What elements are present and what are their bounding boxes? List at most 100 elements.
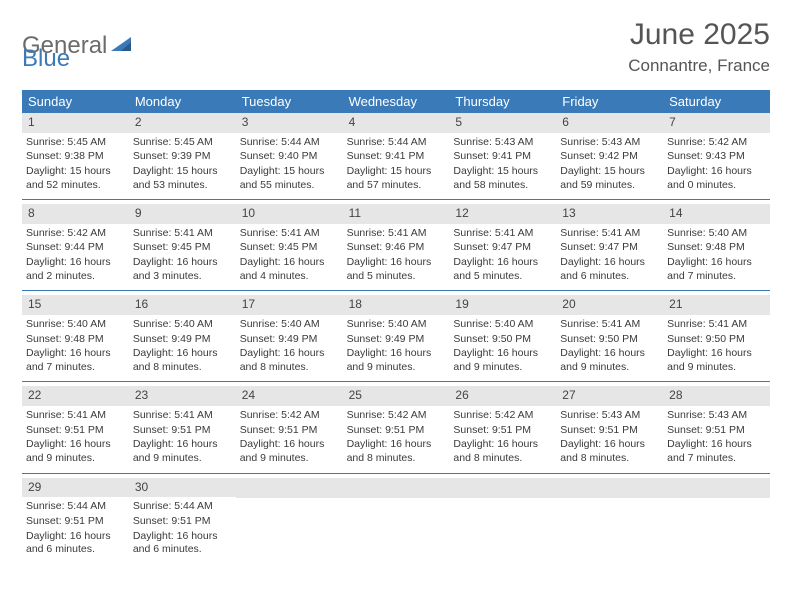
sunset-line: Sunset: 9:51 PM xyxy=(26,515,123,529)
sunrise-line: Sunrise: 5:41 AM xyxy=(240,227,337,241)
day-number xyxy=(236,478,343,498)
logo: General Blue xyxy=(22,18,133,60)
day-details: Sunrise: 5:44 AMSunset: 9:41 PMDaylight:… xyxy=(343,136,450,193)
calendar-day-cell: 2Sunrise: 5:45 AMSunset: 9:39 PMDaylight… xyxy=(129,113,236,199)
sunset-line: Sunset: 9:39 PM xyxy=(133,150,230,164)
day-number xyxy=(343,478,450,498)
calendar-day-cell: 8 Sunrise: 5:42 AMSunset: 9:44 PMDaylight… xyxy=(22,204,129,290)
daylight-line: Daylight: 16 hours and 9 minutes. xyxy=(133,438,230,465)
sunrise-line: Sunrise: 5:43 AM xyxy=(667,409,764,423)
sunset-line: Sunset: 9:48 PM xyxy=(26,333,123,347)
sunset-line: Sunset: 9:49 PM xyxy=(347,333,444,347)
calendar-day-cell: 12Sunrise: 5:41 AMSunset: 9:47 PMDayligh… xyxy=(449,204,556,290)
sunset-line: Sunset: 9:41 PM xyxy=(453,150,550,164)
day-number xyxy=(663,478,770,498)
daylight-line: Daylight: 16 hours and 6 minutes. xyxy=(26,530,123,557)
calendar-grid: Sunday Monday Tuesday Wednesday Thursday… xyxy=(22,90,770,564)
calendar-day-cell: 1Sunrise: 5:45 AMSunset: 9:38 PMDaylight… xyxy=(22,113,129,199)
calendar-day-cell: 7Sunrise: 5:42 AMSunset: 9:43 PMDaylight… xyxy=(663,113,770,199)
day-number: 24 xyxy=(236,386,343,406)
day-details: Sunrise: 5:41 AMSunset: 9:47 PMDaylight:… xyxy=(556,227,663,284)
sunset-line: Sunset: 9:51 PM xyxy=(240,424,337,438)
day-details: Sunrise: 5:45 AMSunset: 9:38 PMDaylight:… xyxy=(22,136,129,193)
day-number: 10 xyxy=(236,204,343,224)
day-details: Sunrise: 5:41 AMSunset: 9:50 PMDaylight:… xyxy=(556,318,663,375)
sunset-line: Sunset: 9:49 PM xyxy=(133,333,230,347)
sunrise-line: Sunrise: 5:41 AM xyxy=(133,227,230,241)
location-label: Connantre, France xyxy=(628,56,770,76)
sunrise-line: Sunrise: 5:41 AM xyxy=(133,409,230,423)
sunset-line: Sunset: 9:51 PM xyxy=(26,424,123,438)
day-number: 27 xyxy=(556,386,663,406)
daylight-line: Daylight: 15 hours and 55 minutes. xyxy=(240,165,337,192)
page-header: General Blue June 2025 Connantre, France xyxy=(22,18,770,76)
daylight-line: Daylight: 16 hours and 9 minutes. xyxy=(560,347,657,374)
day-number: 18 xyxy=(343,295,450,315)
day-number: 3 xyxy=(236,113,343,133)
daylight-line: Daylight: 16 hours and 9 minutes. xyxy=(26,438,123,465)
sunrise-line: Sunrise: 5:44 AM xyxy=(133,500,230,514)
day-number: 14 xyxy=(663,204,770,224)
sunset-line: Sunset: 9:47 PM xyxy=(560,241,657,255)
day-header-cell: Saturday xyxy=(663,90,770,113)
day-details: Sunrise: 5:40 AMSunset: 9:49 PMDaylight:… xyxy=(236,318,343,375)
day-details: Sunrise: 5:44 AMSunset: 9:51 PMDaylight:… xyxy=(22,500,129,557)
calendar-day-cell: 5Sunrise: 5:43 AMSunset: 9:41 PMDaylight… xyxy=(449,113,556,199)
day-details: Sunrise: 5:43 AMSunset: 9:51 PMDaylight:… xyxy=(556,409,663,466)
sunset-line: Sunset: 9:47 PM xyxy=(453,241,550,255)
sunrise-line: Sunrise: 5:40 AM xyxy=(26,318,123,332)
sunrise-line: Sunrise: 5:40 AM xyxy=(133,318,230,332)
day-number: 13 xyxy=(556,204,663,224)
sunset-line: Sunset: 9:51 PM xyxy=(133,424,230,438)
day-number: 21 xyxy=(663,295,770,315)
calendar-day-cell: 24Sunrise: 5:42 AMSunset: 9:51 PMDayligh… xyxy=(236,386,343,472)
day-header-cell: Tuesday xyxy=(236,90,343,113)
day-number xyxy=(449,478,556,498)
day-details: Sunrise: 5:40 AMSunset: 9:48 PMDaylight:… xyxy=(22,318,129,375)
sunrise-line: Sunrise: 5:40 AM xyxy=(667,227,764,241)
sunset-line: Sunset: 9:48 PM xyxy=(667,241,764,255)
day-number: 29 xyxy=(22,478,129,498)
daylight-line: Daylight: 16 hours and 6 minutes. xyxy=(133,530,230,557)
day-number: 25 xyxy=(343,386,450,406)
daylight-line: Daylight: 16 hours and 2 minutes. xyxy=(26,256,123,283)
calendar-week: 8 Sunrise: 5:42 AMSunset: 9:44 PMDaylight… xyxy=(22,204,770,291)
day-number: 8 xyxy=(22,204,129,224)
sunrise-line: Sunrise: 5:40 AM xyxy=(347,318,444,332)
day-details: Sunrise: 5:41 AMSunset: 9:51 PMDaylight:… xyxy=(22,409,129,466)
calendar-day-cell xyxy=(236,478,343,564)
calendar-day-cell: 25Sunrise: 5:42 AMSunset: 9:51 PMDayligh… xyxy=(343,386,450,472)
calendar-week: 29Sunrise: 5:44 AMSunset: 9:51 PMDayligh… xyxy=(22,478,770,564)
calendar-day-cell: 15Sunrise: 5:40 AMSunset: 9:48 PMDayligh… xyxy=(22,295,129,381)
day-header-cell: Friday xyxy=(556,90,663,113)
daylight-line: Daylight: 15 hours and 57 minutes. xyxy=(347,165,444,192)
day-details: Sunrise: 5:41 AMSunset: 9:46 PMDaylight:… xyxy=(343,227,450,284)
calendar-day-cell: 27 Sunrise: 5:43 AMSunset: 9:51 PMDayligh… xyxy=(556,386,663,472)
day-details: Sunrise: 5:41 AMSunset: 9:47 PMDaylight:… xyxy=(449,227,556,284)
daylight-line: Daylight: 15 hours and 58 minutes. xyxy=(453,165,550,192)
calendar-day-cell: 29Sunrise: 5:44 AMSunset: 9:51 PMDayligh… xyxy=(22,478,129,564)
calendar-day-cell: 14Sunrise: 5:40 AMSunset: 9:48 PMDayligh… xyxy=(663,204,770,290)
calendar-day-cell xyxy=(343,478,450,564)
calendar-day-cell: 16 Sunrise: 5:40 AMSunset: 9:49 PMDayligh… xyxy=(129,295,236,381)
day-details: Sunrise: 5:44 AMSunset: 9:51 PMDaylight:… xyxy=(129,500,236,557)
sunrise-line: Sunrise: 5:42 AM xyxy=(347,409,444,423)
sunrise-line: Sunrise: 5:44 AM xyxy=(26,500,123,514)
sunrise-line: Sunrise: 5:42 AM xyxy=(667,136,764,150)
calendar-day-cell: 19Sunrise: 5:40 AMSunset: 9:50 PMDayligh… xyxy=(449,295,556,381)
logo-text-blue: Blue xyxy=(22,45,70,73)
day-details: Sunrise: 5:42 AMSunset: 9:44 PMDaylight:… xyxy=(22,227,129,284)
daylight-line: Daylight: 16 hours and 8 minutes. xyxy=(133,347,230,374)
calendar-day-cell xyxy=(556,478,663,564)
sunset-line: Sunset: 9:51 PM xyxy=(133,515,230,529)
calendar-day-cell: 30Sunrise: 5:44 AMSunset: 9:51 PMDayligh… xyxy=(129,478,236,564)
sunset-line: Sunset: 9:51 PM xyxy=(667,424,764,438)
day-number: 16 xyxy=(129,295,236,315)
calendar-day-cell: 26Sunrise: 5:42 AMSunset: 9:51 PMDayligh… xyxy=(449,386,556,472)
sunset-line: Sunset: 9:49 PM xyxy=(240,333,337,347)
day-details xyxy=(449,501,556,553)
day-details: Sunrise: 5:44 AMSunset: 9:40 PMDaylight:… xyxy=(236,136,343,193)
day-number: 7 xyxy=(663,113,770,133)
daylight-line: Daylight: 16 hours and 6 minutes. xyxy=(560,256,657,283)
day-number: 6 xyxy=(556,113,663,133)
